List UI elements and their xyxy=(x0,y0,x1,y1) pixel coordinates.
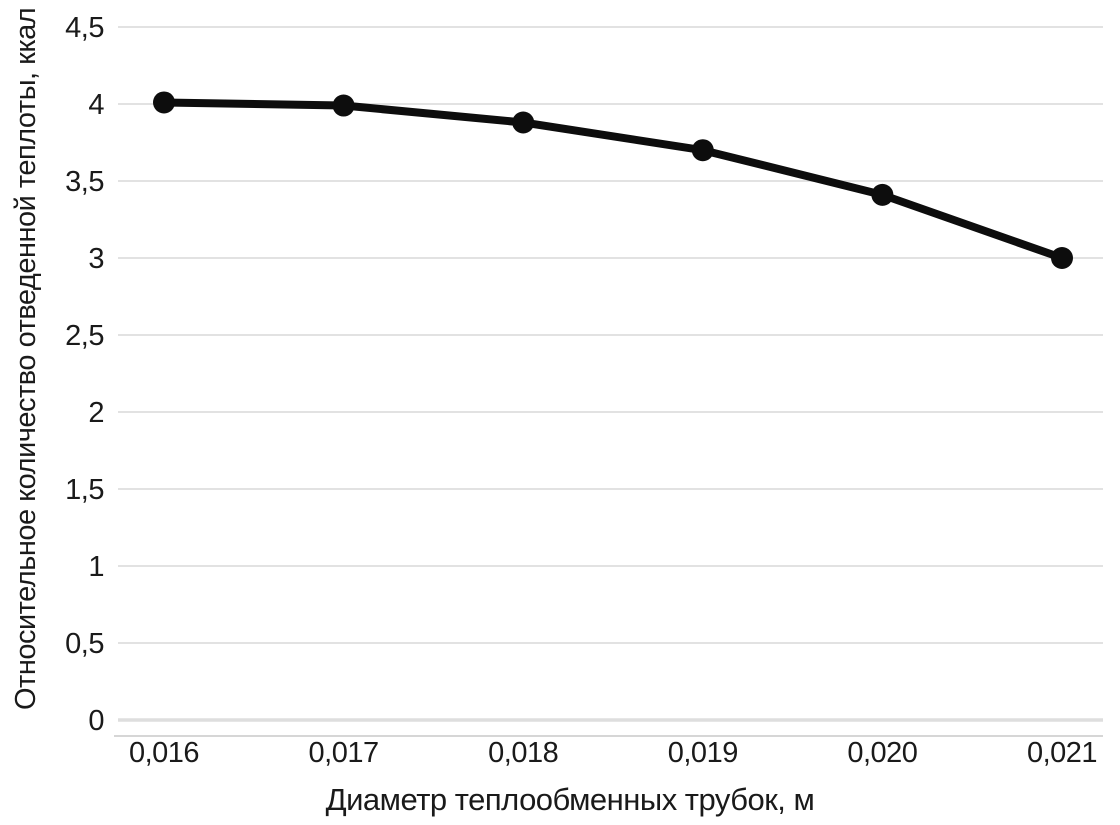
data-point-marker xyxy=(153,91,175,114)
data-point-marker xyxy=(1051,247,1073,269)
data-point-marker xyxy=(871,183,894,206)
data-point-marker xyxy=(332,94,355,117)
x-tick-label: 0,016 xyxy=(129,737,199,769)
y-tick-label: 2 xyxy=(88,397,104,429)
y-tick-label: 3,5 xyxy=(65,166,104,198)
x-tick-label: 0,018 xyxy=(488,737,558,769)
x-tick-label: 0,020 xyxy=(847,737,917,769)
y-tick-label: 0,5 xyxy=(65,628,104,660)
data-point-marker xyxy=(512,111,535,134)
data-point-marker xyxy=(691,139,714,162)
series-line xyxy=(160,98,1066,262)
y-tick-label: 3 xyxy=(88,243,104,275)
y-tick-label: 0 xyxy=(88,705,104,737)
y-tick-label: 1,5 xyxy=(65,474,104,506)
x-tick-label: 0,021 xyxy=(1027,737,1097,769)
x-axis-title: Диаметр теплообменных трубок, м xyxy=(325,782,815,817)
x-tick-label: 0,019 xyxy=(668,737,738,769)
y-tick-label: 1 xyxy=(88,551,104,583)
x-tick-label: 0,017 xyxy=(309,737,379,769)
y-tick-label: 2,5 xyxy=(65,320,104,352)
y-tick-label: 4 xyxy=(88,89,104,121)
y-tick-label: 4,5 xyxy=(65,12,104,44)
